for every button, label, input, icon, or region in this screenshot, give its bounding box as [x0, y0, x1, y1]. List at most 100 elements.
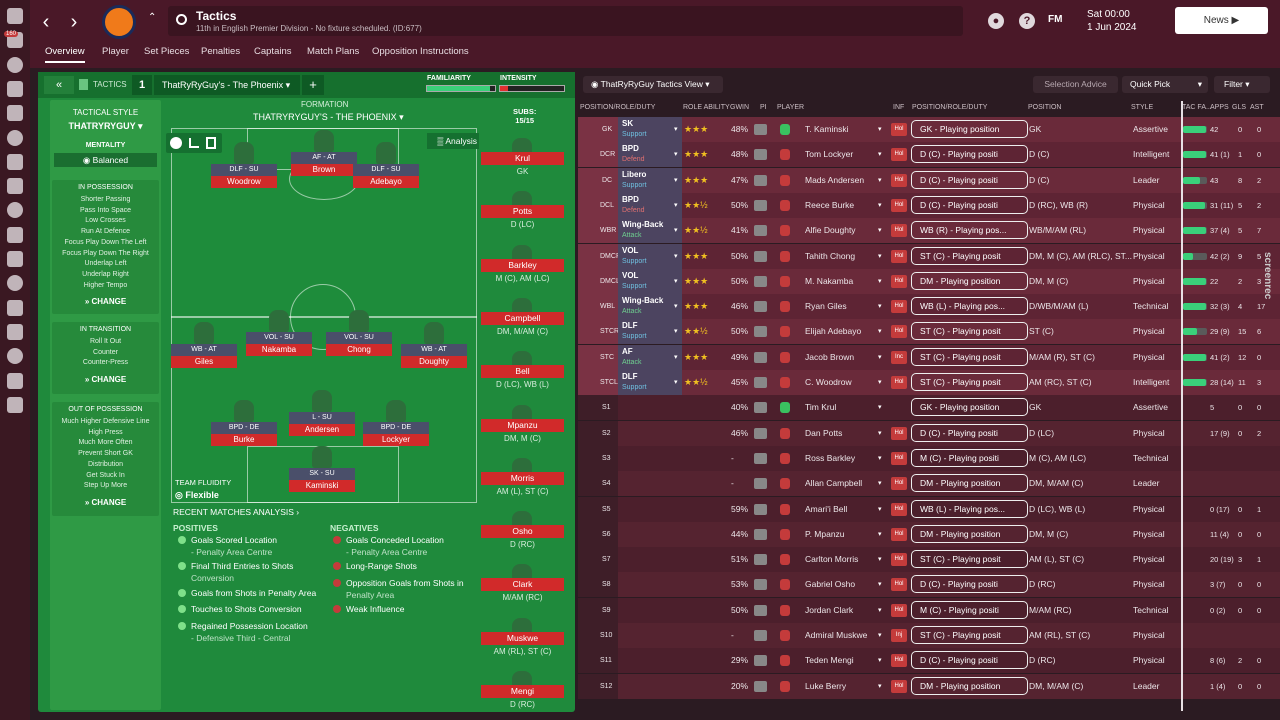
competitions-icon[interactable]	[7, 251, 23, 267]
tactic-selector[interactable]: ThatRyRyGuy's - The Phoenix ▾	[154, 75, 300, 95]
player-name[interactable]: Tahith Chong	[805, 250, 856, 261]
player-name[interactable]: Jordan Clark	[805, 604, 854, 615]
position-dropdown[interactable]: D (C) - Playing positi	[911, 145, 1028, 164]
notes-icon[interactable]	[7, 80, 23, 97]
table-row[interactable]: STCL DLF Support ▾ ★★½ 45% C. Woodrow ▾ Hol ST (C…	[578, 370, 1280, 395]
position-dropdown[interactable]: GK - Playing position	[911, 120, 1028, 138]
club-info-icon[interactable]	[7, 323, 23, 340]
mentality-selector[interactable]: ◉ Balanced	[54, 153, 157, 167]
in-possession-box[interactable]: IN POSSESSION Shorter Passing Pass Into S…	[52, 180, 159, 314]
column-header[interactable]: POSITION/ROLE/DUTY	[912, 104, 988, 111]
table-row[interactable]: S10 - Admiral Muskwe ▾ Inj ST (C) - Playing p…	[578, 623, 1280, 648]
position-dropdown[interactable]: WB (R) - Playing pos...	[911, 221, 1028, 240]
pitch-player[interactable]: DLF - SU Adebayo	[353, 134, 419, 198]
position-dropdown[interactable]: ST (C) - Playing posit	[911, 626, 1028, 644]
position-dropdown[interactable]: GK - Playing position	[911, 398, 1028, 417]
sub-player[interactable]: Mpanzu DM, M (C)	[481, 404, 564, 451]
table-row[interactable]: STC AF Attack ▾ ★★★ 49% Jacob Brown ▾ Inc ST (C) …	[578, 344, 1280, 370]
column-header[interactable]: GWIN	[730, 104, 750, 111]
pitch-player[interactable]: BPD - DE Lockyer	[363, 392, 429, 456]
player-name[interactable]: Tom Lockyer	[805, 149, 854, 160]
pitch-player[interactable]: DLF - SU Woodrow	[211, 134, 277, 198]
player-name[interactable]: C. Woodrow	[805, 377, 852, 387]
pitch-player[interactable]: WB - AT Giles	[171, 314, 237, 378]
position-dropdown[interactable]: D (C) - Playing positi	[911, 170, 1028, 189]
tab-opposition-instructions[interactable]: Opposition Instructions	[372, 46, 469, 57]
position-dropdown[interactable]: DM - Playing position	[911, 271, 1028, 290]
player-name[interactable]: Admiral Muskwe	[805, 630, 868, 640]
role-dropdown-icon[interactable]: ▾	[674, 227, 678, 235]
stats-icon[interactable]	[189, 138, 199, 148]
role-box[interactable]: DLF Support	[618, 370, 682, 395]
role-dropdown-icon[interactable]: ▾	[674, 201, 678, 209]
position-dropdown[interactable]: M (C) - Playing positi	[911, 600, 1028, 619]
role-dropdown-icon[interactable]: ▾	[674, 303, 678, 311]
table-row[interactable]: S7 51% Carlton Morris ▾ Hol ST (C) - Playing …	[578, 547, 1280, 573]
role-dropdown-icon[interactable]: ▾	[674, 328, 678, 336]
game-date[interactable]: Sat 00:00 1 Jun 2024	[1087, 8, 1137, 34]
training-icon[interactable]	[7, 178, 23, 195]
player-dropdown-icon[interactable]: ▾	[878, 429, 882, 437]
pitch-player[interactable]: SK - SU Kaminski	[289, 438, 355, 502]
table-row[interactable]: S8 53% Gabriel Osho ▾ Hol D (C) - Playing pos…	[578, 572, 1280, 598]
sub-player[interactable]: Potts D (LC)	[481, 191, 564, 237]
role-dropdown-icon[interactable]: ▾	[674, 277, 678, 285]
sub-player[interactable]: Krul GK	[481, 138, 564, 184]
table-row[interactable]: S4 - Allan Campbell ▾ Hol DM - Playing positi…	[578, 471, 1280, 497]
player-dropdown-icon[interactable]: ▾	[878, 328, 882, 336]
player-dropdown-icon[interactable]: ▾	[878, 353, 882, 361]
familiarity-bar[interactable]	[426, 85, 496, 92]
player-name[interactable]: Alfie Doughty	[805, 225, 856, 236]
role-box[interactable]: DLF Support	[618, 319, 682, 345]
pitch-player[interactable]: AF - AT Brown	[291, 122, 357, 186]
role-dropdown-icon[interactable]: ▾	[674, 151, 678, 159]
sub-player[interactable]: Bell D (LC), WB (L)	[481, 351, 564, 397]
table-row[interactable]: S6 44% P. Mpanzu ▾ Hol DM - Playing position D…	[578, 521, 1280, 547]
news-button[interactable]: News ▶	[1175, 7, 1268, 34]
collapse-button[interactable]: «	[44, 76, 74, 94]
player-name[interactable]: T. Kaminski	[805, 124, 849, 134]
table-row[interactable]: WBL Wing-Back Attack ▾ ★★★ 46% Ryan Giles ▾ Hol W…	[578, 294, 1280, 320]
position-dropdown[interactable]: D (C) - Playing positi	[911, 195, 1028, 214]
view-selector[interactable]: ◉ ThatRyRyGuy Tactics View ▾	[583, 76, 723, 93]
analysis-button[interactable]: ▒ Analysis	[427, 133, 479, 149]
table-row[interactable]: S9 50% Jordan Clark ▾ Hol M (C) - Playing pos…	[578, 597, 1280, 623]
column-header[interactable]: ROLE ABILITY	[683, 104, 730, 111]
role-dropdown-icon[interactable]: ▾	[674, 252, 678, 260]
position-dropdown[interactable]: M (C) - Playing positi	[911, 448, 1028, 467]
data-hub-icon[interactable]	[7, 153, 23, 170]
recent-matches-analysis-link[interactable]: RECENT MATCHES ANALYSIS ›	[173, 507, 300, 517]
development-icon[interactable]	[7, 396, 23, 413]
player-name[interactable]: Jacob Brown	[805, 351, 855, 362]
player-dropdown-icon[interactable]: ▾	[878, 277, 882, 285]
player-name[interactable]: Amari'i Bell	[805, 503, 848, 514]
position-dropdown[interactable]: WB (L) - Playing pos...	[911, 297, 1028, 316]
sub-player[interactable]: Morris AM (L), ST (C)	[481, 457, 564, 504]
position-dropdown[interactable]: ST (C) - Playing posit	[911, 246, 1028, 265]
medical-icon[interactable]	[7, 202, 23, 219]
search-icon[interactable]	[7, 275, 23, 292]
finances-icon[interactable]	[7, 348, 23, 365]
player-name[interactable]: M. Nakamba	[805, 275, 854, 286]
tab-set-pieces[interactable]: Set Pieces	[144, 46, 190, 57]
player-dropdown-icon[interactable]: ▾	[878, 606, 882, 614]
table-row[interactable]: DCL BPD Defend ▾ ★★½ 50% Reece Burke ▾ Hol D (C) …	[578, 192, 1280, 218]
player-name[interactable]: Teden Mengi	[805, 655, 854, 666]
player-name[interactable]: Luke Berry	[805, 680, 847, 691]
column-header[interactable]: PLAYER	[777, 104, 805, 111]
column-header[interactable]: PI	[760, 104, 767, 111]
position-dropdown[interactable]: D (C) - Playing positi	[911, 423, 1028, 442]
table-row[interactable]: S5 59% Amari'i Bell ▾ Hol WB (L) - Playing po…	[578, 496, 1280, 522]
role-dropdown-icon[interactable]: ▾	[674, 353, 678, 361]
sub-player[interactable]: Barkley M (C), AM (LC)	[481, 244, 564, 291]
help-icon[interactable]: ?	[1019, 13, 1035, 29]
player-dropdown-icon[interactable]: ▾	[878, 682, 882, 690]
player-name[interactable]: Reece Burke	[805, 199, 855, 210]
position-dropdown[interactable]: ST (C) - Playing posit	[911, 347, 1028, 366]
info-icon[interactable]	[170, 137, 182, 149]
calendar-icon[interactable]	[7, 226, 23, 243]
table-row[interactable]: S2 46% Dan Potts ▾ Hol D (C) - Playing positi…	[578, 420, 1280, 446]
role-box[interactable]: SK Support	[618, 117, 682, 142]
player-name[interactable]: Allan Campbell	[805, 478, 863, 489]
in-transition-box[interactable]: IN TRANSITION Roll It Out Counter Counter-…	[52, 322, 159, 394]
